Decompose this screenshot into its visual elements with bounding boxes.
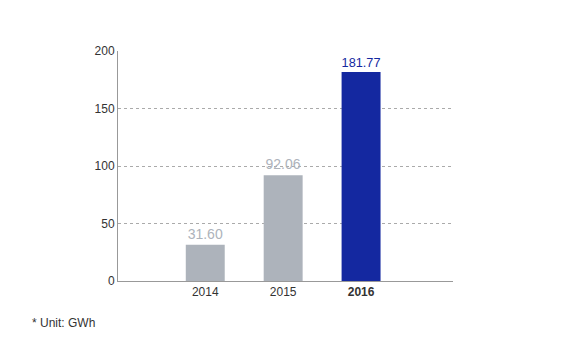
- svg-text:200: 200: [95, 44, 115, 58]
- svg-text:150: 150: [95, 102, 115, 116]
- svg-text:2016: 2016: [348, 285, 375, 299]
- svg-text:50: 50: [101, 217, 115, 231]
- svg-text:* Unit: GWh: * Unit: GWh: [32, 316, 95, 330]
- svg-text:100: 100: [95, 159, 115, 173]
- svg-text:0: 0: [108, 274, 115, 288]
- svg-text:2015: 2015: [270, 285, 297, 299]
- svg-text:31.60: 31.60: [188, 226, 223, 242]
- svg-text:181.77: 181.77: [342, 55, 381, 70]
- svg-text:2014: 2014: [192, 285, 219, 299]
- svg-text:92.06: 92.06: [266, 156, 301, 172]
